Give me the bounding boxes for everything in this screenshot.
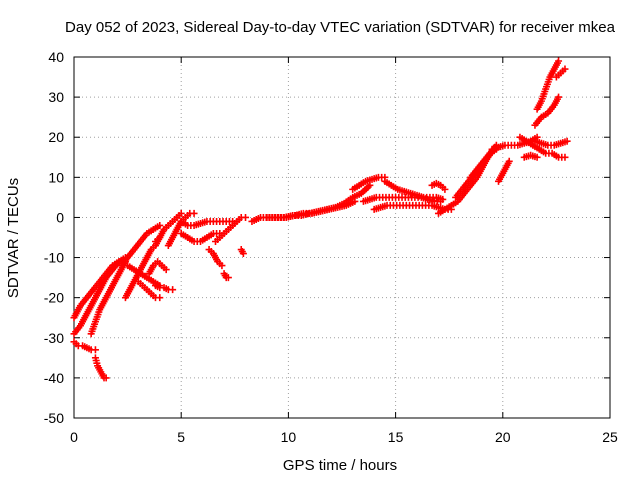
y-tick-label: -50 — [44, 410, 64, 426]
series-arc-36 — [533, 57, 563, 113]
data-point — [91, 346, 99, 354]
data-point — [561, 153, 569, 161]
series-arc-9 — [134, 278, 164, 302]
x-tick-label: 0 — [70, 429, 78, 445]
x-tick-label: 20 — [495, 429, 511, 445]
data-point — [190, 209, 198, 217]
data-point — [242, 213, 250, 221]
chart-title: Day 052 of 2023, Sidereal Day-to-day VTE… — [65, 19, 616, 36]
series-arc-25 — [381, 177, 447, 203]
x-tick-label: 10 — [281, 429, 297, 445]
data-point — [561, 65, 569, 73]
data-point — [177, 209, 185, 217]
series-arc-32 — [516, 133, 569, 161]
x-axis-label: GPS time / hours — [283, 457, 397, 474]
plot-frame — [73, 56, 611, 419]
y-tick-label: 0 — [56, 209, 64, 225]
y-tick-label: -40 — [44, 370, 64, 386]
data-point — [239, 250, 247, 258]
series-arc-7 — [117, 221, 164, 270]
series-arc-33 — [520, 151, 541, 161]
series-arc-10 — [145, 258, 170, 278]
data-point — [169, 286, 177, 294]
data-point — [505, 157, 513, 165]
y-tick-label: -30 — [44, 330, 64, 346]
data-point — [555, 57, 563, 65]
data-point — [439, 195, 447, 203]
series-arc-4 — [70, 338, 99, 354]
series-arc-35 — [531, 93, 563, 129]
axis-ticks — [73, 56, 611, 419]
y-tick-labels: -50 -40 -30 -20 -10 0 10 20 30 40 — [44, 49, 64, 426]
series-arc-34 — [531, 137, 571, 149]
series-arc-5 — [91, 354, 110, 382]
series-arc-17 — [205, 246, 226, 270]
data-point — [441, 185, 449, 193]
x-tick-label: 5 — [177, 429, 185, 445]
series-arc-24 — [370, 201, 455, 213]
series-arc-16 — [212, 213, 250, 246]
y-tick-label: 30 — [48, 89, 64, 105]
x-tick-label: 25 — [602, 429, 618, 445]
data-point — [162, 266, 170, 274]
series-arc-15 — [177, 229, 224, 246]
y-tick-label: -10 — [44, 250, 64, 266]
y-axis-label: SDTVAR / TECUs — [5, 178, 22, 298]
series-arc-12 — [151, 209, 185, 246]
series-arc-18 — [220, 270, 232, 282]
series-arc-30 — [495, 157, 513, 185]
series-arc-37 — [552, 65, 569, 81]
series-arc-19 — [237, 246, 247, 258]
y-tick-label: 20 — [48, 129, 64, 145]
data-point — [102, 374, 110, 382]
data-point — [533, 153, 541, 161]
data-points — [70, 57, 571, 382]
series-arc-11 — [151, 282, 177, 294]
x-tick-label: 15 — [388, 429, 404, 445]
y-tick-label: 10 — [48, 169, 64, 185]
data-point — [224, 274, 232, 282]
series-arc-6 — [121, 234, 164, 302]
y-tick-label: -20 — [44, 290, 64, 306]
data-point — [156, 221, 164, 229]
series-arc-26 — [428, 179, 449, 193]
data-point — [156, 294, 164, 302]
x-tick-labels: 0 5 10 15 20 25 — [70, 429, 618, 445]
data-point — [218, 262, 226, 270]
y-tick-label: 40 — [48, 49, 64, 65]
series-arc-21 — [263, 181, 374, 221]
grid-lines — [74, 57, 610, 418]
data-point — [555, 93, 563, 101]
data-point — [563, 137, 571, 145]
series-arc-22 — [349, 173, 389, 193]
